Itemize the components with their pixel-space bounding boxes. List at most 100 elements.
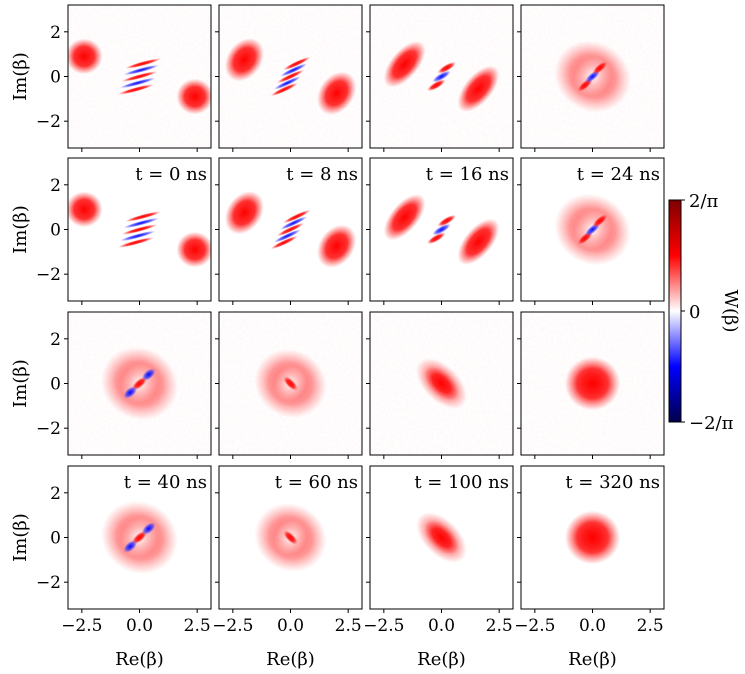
time-label: t = 60 ns: [275, 472, 358, 493]
panel: [219, 5, 362, 148]
panel: [68, 5, 211, 148]
x-tick-label: −2.5: [363, 616, 404, 636]
panel: [219, 158, 362, 301]
panel: [521, 312, 664, 455]
time-label: t = 24 ns: [577, 164, 660, 185]
wigner-feature: [427, 79, 446, 92]
y-tick-label: −2: [36, 112, 61, 132]
wigner-feature: [317, 224, 357, 268]
x-tick-label: 2.5: [184, 616, 211, 636]
y-tick-label: 2: [50, 330, 61, 350]
x-tick-label: −2.5: [61, 616, 102, 636]
wigner-feature: [283, 209, 311, 224]
wigner-feature: [121, 224, 158, 235]
wigner-feature: [224, 38, 264, 82]
wigner-feature: [118, 237, 154, 248]
panel: [219, 466, 362, 609]
wigner-feature: [283, 56, 311, 71]
wigner-feature: [125, 58, 161, 69]
wigner-feature: [283, 530, 298, 545]
colorbar-label: W(β): [720, 290, 741, 333]
wigner-feature: [121, 71, 158, 82]
y-tick-label: −2: [36, 573, 61, 593]
wigner-feature: [437, 61, 456, 74]
panel: [68, 466, 211, 609]
y-tick-label: 2: [50, 484, 61, 504]
panel: [521, 158, 664, 301]
wigner-feature: [118, 84, 154, 95]
x-tick-label: 0.0: [579, 616, 606, 636]
y-tick-label: −2: [36, 265, 61, 285]
wigner-feature: [123, 386, 138, 399]
wigner-feature: [574, 519, 611, 556]
colorbar-tick-label: 0: [689, 302, 700, 323]
colorbar: [668, 199, 682, 423]
y-axis-label: Im(β): [10, 359, 31, 408]
wigner-feature: [427, 232, 446, 245]
wigner-feature: [119, 230, 156, 242]
wigner-feature: [432, 223, 451, 236]
wigner-feature: [276, 222, 305, 237]
time-label: t = 0 ns: [135, 164, 207, 185]
y-tick-label: 2: [50, 176, 61, 196]
x-tick-label: 0.0: [277, 616, 304, 636]
wigner-feature: [273, 76, 302, 90]
wigner-feature: [125, 211, 161, 222]
wigner-feature: [383, 194, 426, 241]
wigner-feature: [279, 216, 308, 230]
y-tick-label: 0: [50, 375, 61, 395]
wigner-feature: [68, 191, 103, 228]
wigner-feature: [437, 214, 456, 227]
y-axis-label: Im(β): [10, 205, 31, 254]
wigner-feature: [141, 368, 156, 381]
time-label: t = 8 ns: [286, 164, 358, 185]
panel: [370, 5, 513, 148]
time-label: t = 16 ns: [426, 164, 509, 185]
wigner-feature: [123, 64, 160, 76]
wigner-feature: [176, 78, 211, 115]
y-tick-label: 2: [50, 23, 61, 43]
colorbar-tick-label: 2/π: [689, 191, 719, 212]
panel: [219, 312, 362, 455]
x-axis-label: Re(β): [266, 649, 315, 670]
panel: [68, 158, 211, 301]
y-tick-label: 0: [50, 68, 61, 88]
x-axis-label: Re(β): [417, 649, 466, 670]
wigner-feature: [574, 365, 611, 402]
wigner-feature: [279, 63, 308, 77]
wigner-feature: [123, 540, 138, 553]
x-tick-label: 2.5: [335, 616, 362, 636]
x-tick-label: −2.5: [212, 616, 253, 636]
y-axis-label: Im(β): [10, 513, 31, 562]
wigner-feature: [276, 69, 305, 84]
colorbar-tick-label: −2/π: [689, 413, 734, 434]
time-label: t = 100 ns: [414, 472, 509, 493]
wigner-feature: [432, 70, 451, 83]
wigner-feature: [383, 41, 426, 88]
y-tick-label: −2: [36, 419, 61, 439]
x-axis-label: Re(β): [568, 649, 617, 670]
wigner-feature: [273, 229, 302, 243]
wigner-feature: [457, 65, 500, 112]
panel: [370, 158, 513, 301]
x-tick-label: 0.0: [428, 616, 455, 636]
panel: [68, 312, 211, 455]
y-tick-label: 0: [50, 529, 61, 549]
time-label: t = 40 ns: [124, 472, 207, 493]
panel: [521, 5, 664, 148]
x-tick-label: 2.5: [637, 616, 664, 636]
wigner-feature: [592, 214, 608, 228]
wigner-feature: [283, 376, 298, 391]
x-tick-label: −2.5: [514, 616, 555, 636]
x-tick-label: 2.5: [486, 616, 513, 636]
wigner-feature: [457, 218, 500, 265]
time-label: t = 320 ns: [565, 472, 660, 493]
wigner-feature: [270, 235, 298, 250]
panel: [521, 466, 664, 609]
panel: [370, 466, 513, 609]
panel: [370, 312, 513, 455]
wigner-feature: [141, 522, 156, 535]
wigner-feature: [424, 366, 459, 401]
y-axis-label: Im(β): [10, 52, 31, 101]
